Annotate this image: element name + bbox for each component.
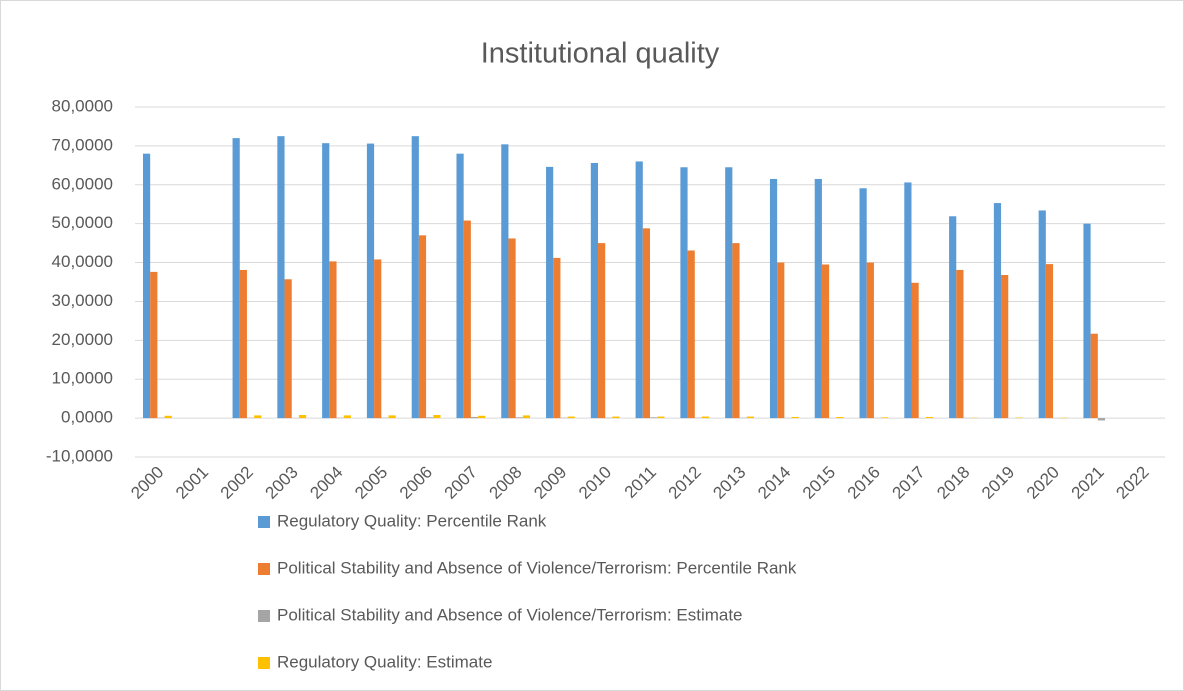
bar	[746, 416, 754, 419]
bar	[791, 416, 799, 419]
bar	[949, 216, 957, 419]
bar	[567, 416, 575, 419]
bar	[866, 262, 874, 419]
legend-label: Regulatory Quality: Estimate	[277, 652, 492, 671]
bar	[650, 417, 658, 419]
y-tick-label: 60,0000	[52, 174, 113, 193]
bar	[277, 136, 285, 419]
bar	[1083, 223, 1091, 419]
bar	[142, 153, 151, 419]
bar	[642, 228, 650, 419]
bar	[1015, 417, 1023, 419]
bar	[687, 250, 695, 419]
bar	[546, 166, 554, 419]
legend-label: Political Stability and Absence of Viole…	[277, 558, 797, 577]
bar	[298, 415, 307, 419]
bar	[881, 417, 889, 419]
bar	[508, 238, 516, 419]
y-tick-label: 50,0000	[52, 213, 113, 232]
legend-swatch	[258, 657, 270, 669]
bar	[411, 136, 419, 419]
y-tick-label: 40,0000	[52, 252, 113, 271]
bar	[284, 279, 292, 419]
bar	[366, 143, 375, 419]
bar	[388, 415, 396, 419]
bar	[1001, 275, 1009, 419]
legend-swatch	[258, 610, 270, 622]
bar	[150, 271, 158, 419]
bar	[680, 167, 688, 419]
bar	[911, 282, 919, 419]
legend-label: Political Stability and Absence of Viole…	[277, 605, 743, 624]
y-tick-label: 70,0000	[52, 135, 113, 154]
y-tick-label: 20,0000	[52, 330, 113, 349]
bar	[925, 416, 934, 419]
legend-swatch	[258, 563, 270, 575]
bar	[836, 416, 844, 419]
bar	[374, 259, 382, 419]
y-tick-label: -10,0000	[46, 446, 113, 465]
bar	[418, 235, 427, 419]
bar	[725, 167, 733, 419]
bar	[456, 153, 464, 419]
bar	[956, 269, 964, 419]
bar	[769, 178, 778, 419]
bar	[1038, 210, 1046, 419]
bar	[701, 416, 710, 419]
bar	[239, 269, 247, 419]
bar	[1090, 333, 1098, 419]
y-tick-label: 30,0000	[52, 291, 113, 310]
bar	[777, 262, 785, 419]
bar	[732, 243, 740, 419]
bar	[821, 264, 830, 419]
bar	[1097, 418, 1106, 421]
bar	[254, 415, 262, 419]
bar	[657, 416, 665, 419]
chart-title: Institutional quality	[481, 38, 720, 70]
bar	[329, 261, 337, 419]
bar	[553, 257, 561, 419]
bar	[904, 182, 912, 419]
bar	[515, 417, 523, 419]
bar	[232, 138, 240, 419]
bar	[522, 415, 531, 419]
bar	[478, 415, 486, 419]
bar	[598, 243, 606, 419]
y-tick-label: 0,0000	[61, 408, 113, 427]
bar	[470, 416, 479, 419]
bar	[501, 144, 509, 419]
bar	[1045, 264, 1054, 419]
bar	[433, 415, 441, 419]
bar	[322, 143, 330, 419]
y-tick-label: 10,0000	[52, 369, 113, 388]
legend-swatch	[258, 516, 270, 528]
bar	[859, 188, 867, 419]
y-tick-label: 80,0000	[52, 96, 113, 115]
bar	[463, 220, 471, 419]
bar	[993, 203, 1002, 419]
bar	[164, 415, 172, 419]
bar	[590, 163, 599, 419]
bar	[814, 178, 822, 419]
legend-label: Regulatory Quality: Percentile Rank	[277, 511, 547, 530]
bar	[343, 415, 351, 419]
bar	[426, 417, 434, 419]
bar	[612, 416, 620, 419]
bar	[635, 161, 643, 419]
